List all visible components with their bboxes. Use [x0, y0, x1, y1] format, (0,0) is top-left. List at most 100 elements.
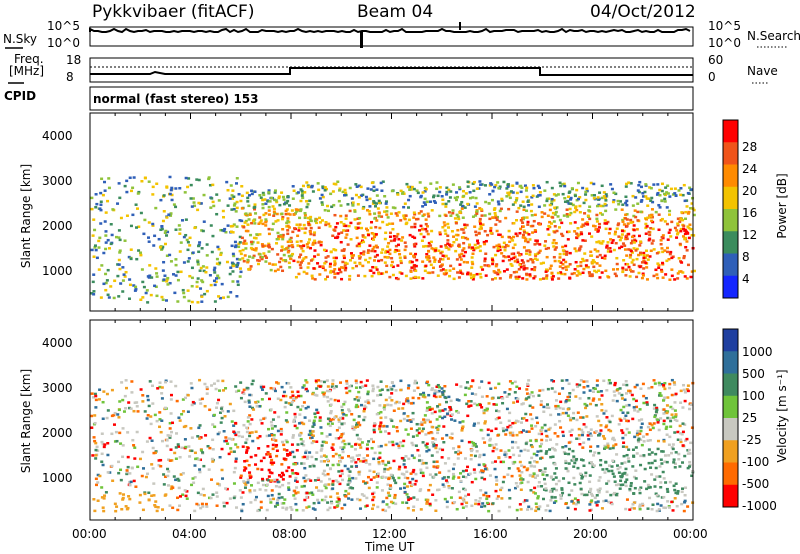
power-cell	[556, 193, 560, 196]
velocity-cell	[654, 492, 658, 495]
power-cell	[218, 261, 222, 265]
power-cell	[489, 229, 493, 233]
power-cell	[94, 193, 98, 196]
power-cell	[466, 202, 470, 206]
velocity-cell	[684, 439, 688, 442]
power-cell	[235, 177, 239, 180]
velocity-cell	[400, 456, 404, 460]
power-cell	[663, 220, 667, 223]
power-cell	[152, 244, 156, 247]
velocity-cell	[315, 451, 319, 454]
power-cell	[441, 198, 445, 202]
power-cell	[428, 200, 432, 203]
velocity-cell	[347, 479, 351, 483]
velocity-cell	[253, 498, 257, 502]
power-cell	[564, 268, 568, 271]
power-cell	[366, 187, 370, 190]
velocity-cell	[347, 492, 351, 495]
velocity-cell	[652, 422, 656, 425]
velocity-cell	[636, 410, 640, 413]
power-cell	[438, 214, 442, 218]
power-cell	[373, 255, 377, 258]
velocity-cell	[317, 478, 321, 482]
power-cell	[275, 237, 279, 241]
power-cell	[598, 222, 602, 226]
power-cell	[626, 222, 630, 225]
velocity-cell	[607, 479, 611, 483]
power-cell	[335, 222, 339, 225]
velocity-cell	[304, 474, 308, 477]
power-cell	[238, 258, 242, 261]
velocity-cell	[364, 384, 368, 387]
power-cell	[284, 212, 288, 216]
velocity-cell	[234, 443, 238, 446]
velocity-cell	[664, 427, 668, 431]
velocity-cell	[177, 486, 181, 490]
velocity-cell	[227, 452, 231, 456]
power-cell	[226, 224, 230, 227]
power-cell	[507, 207, 511, 211]
power-cell	[500, 252, 504, 255]
velocity-cell	[215, 406, 219, 409]
power-cell	[168, 175, 172, 179]
velocity-cell	[646, 507, 650, 510]
power-cell	[276, 253, 280, 256]
velocity-cell	[178, 455, 182, 459]
velocity-cell	[248, 414, 252, 417]
velocity-cell	[94, 483, 98, 487]
velocity-cell	[121, 498, 125, 501]
power-cell	[286, 212, 290, 216]
power-cell	[168, 281, 172, 285]
power-cell	[214, 277, 218, 280]
power-cell	[530, 213, 534, 217]
velocity-cell	[371, 384, 375, 387]
power-cell	[303, 211, 307, 215]
power-cell	[444, 232, 448, 236]
power-cell	[106, 199, 110, 203]
power-cell	[658, 194, 662, 197]
power-cell	[255, 233, 259, 236]
velocity-cell	[575, 457, 579, 461]
velocity-cell	[277, 492, 281, 496]
velocity-cell	[575, 383, 579, 386]
power-cell	[238, 275, 242, 278]
power-cell	[639, 253, 643, 256]
power-cell	[313, 239, 317, 243]
velocity-cell	[371, 389, 375, 393]
power-cell	[505, 268, 509, 271]
power-cell	[280, 249, 284, 252]
velocity-cell	[119, 442, 123, 445]
power-cell	[410, 185, 414, 189]
power-cell	[466, 237, 470, 241]
velocity-cell	[596, 488, 600, 492]
velocity-cell	[302, 444, 306, 447]
velocity-cell	[375, 481, 379, 484]
power-cell	[380, 215, 384, 218]
power-cell	[229, 266, 233, 269]
velocity-cell	[247, 463, 251, 467]
velocity-cell	[255, 405, 259, 408]
velocity-cell	[125, 472, 129, 476]
power-cell	[675, 232, 679, 236]
velocity-cell	[146, 472, 150, 476]
velocity-cell	[666, 416, 670, 420]
power-cell	[641, 274, 645, 277]
velocity-cell	[447, 395, 451, 399]
power-cell	[118, 238, 122, 242]
velocity-cell	[550, 487, 554, 491]
power-cell	[461, 204, 465, 208]
velocity-cell	[276, 503, 280, 507]
velocity-cell	[367, 486, 371, 490]
power-cell	[518, 263, 522, 266]
power-cell	[426, 212, 430, 216]
velocity-cell	[505, 428, 509, 432]
velocity-cell	[358, 386, 362, 389]
power-cell	[343, 261, 347, 265]
velocity-cell	[314, 380, 318, 384]
power-cell	[455, 213, 459, 217]
power-cell	[182, 261, 186, 264]
velocity-cell	[315, 387, 319, 390]
velocity-cell	[406, 414, 410, 418]
power-cell	[388, 231, 392, 235]
velocity-cell	[185, 490, 189, 493]
